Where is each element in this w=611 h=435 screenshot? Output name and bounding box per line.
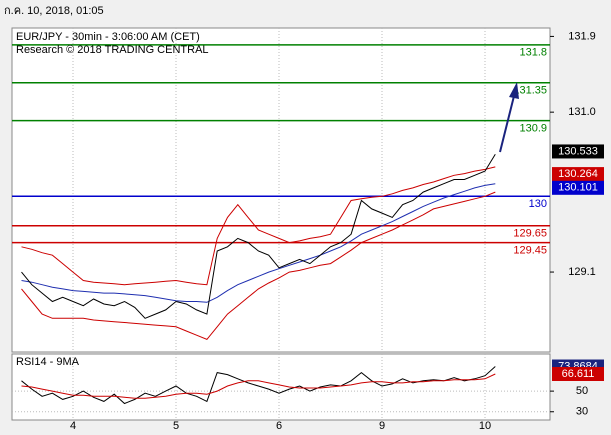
y-tick-label: 131.0 xyxy=(568,106,596,118)
y-tick-label: 30 xyxy=(576,406,588,418)
price-tag-label: 130.264 xyxy=(558,168,598,180)
price-tag-label: 66.611 xyxy=(562,368,595,380)
x-tick-label: 6 xyxy=(276,420,282,432)
level-label: 131.8 xyxy=(519,47,547,59)
level-label: 130.9 xyxy=(519,122,547,134)
level-label: 129.45 xyxy=(513,245,547,257)
price-tag xyxy=(552,144,604,159)
series-line xyxy=(21,153,496,319)
rsi-panel xyxy=(11,353,551,421)
price-tag-label: 130.533 xyxy=(558,145,598,157)
series-line xyxy=(21,191,496,341)
price-tag xyxy=(552,366,604,381)
y-tick-label: 50 xyxy=(576,385,588,397)
chart-subtitle: Research © 2018 TRADING CENTRAL xyxy=(16,44,209,56)
projection-arrow xyxy=(499,95,515,153)
level-label: 130 xyxy=(529,198,547,210)
x-tick-label: 5 xyxy=(173,420,179,432)
y-tick-label: 131.9 xyxy=(568,30,596,42)
y-tick-label: 129.1 xyxy=(568,266,596,278)
price-tag-label: 130.101 xyxy=(558,182,598,194)
layer: 131.9 131.0 129.1 131.8 131.35 130.9 130 129.65… xyxy=(12,28,604,432)
level-label: 129.65 xyxy=(513,228,547,240)
x-tick-label: 10 xyxy=(479,420,491,432)
arrow-head xyxy=(509,82,519,99)
series-line xyxy=(21,166,496,286)
level-label: 131.35 xyxy=(513,85,547,97)
series-line xyxy=(21,373,496,399)
timestamp: ก.ค. 10, 2018, 01:05 xyxy=(4,5,104,17)
rsi-title: RSI14 - 9MA xyxy=(16,356,80,368)
price-tag xyxy=(552,167,604,182)
series-line xyxy=(21,183,496,303)
price-tag xyxy=(552,180,604,195)
chart-title: EUR/JPY - 30min - 3:06:00 AM (CET) xyxy=(16,31,200,43)
x-tick-label: 4 xyxy=(70,420,76,432)
x-tick-label: 9 xyxy=(379,420,385,432)
